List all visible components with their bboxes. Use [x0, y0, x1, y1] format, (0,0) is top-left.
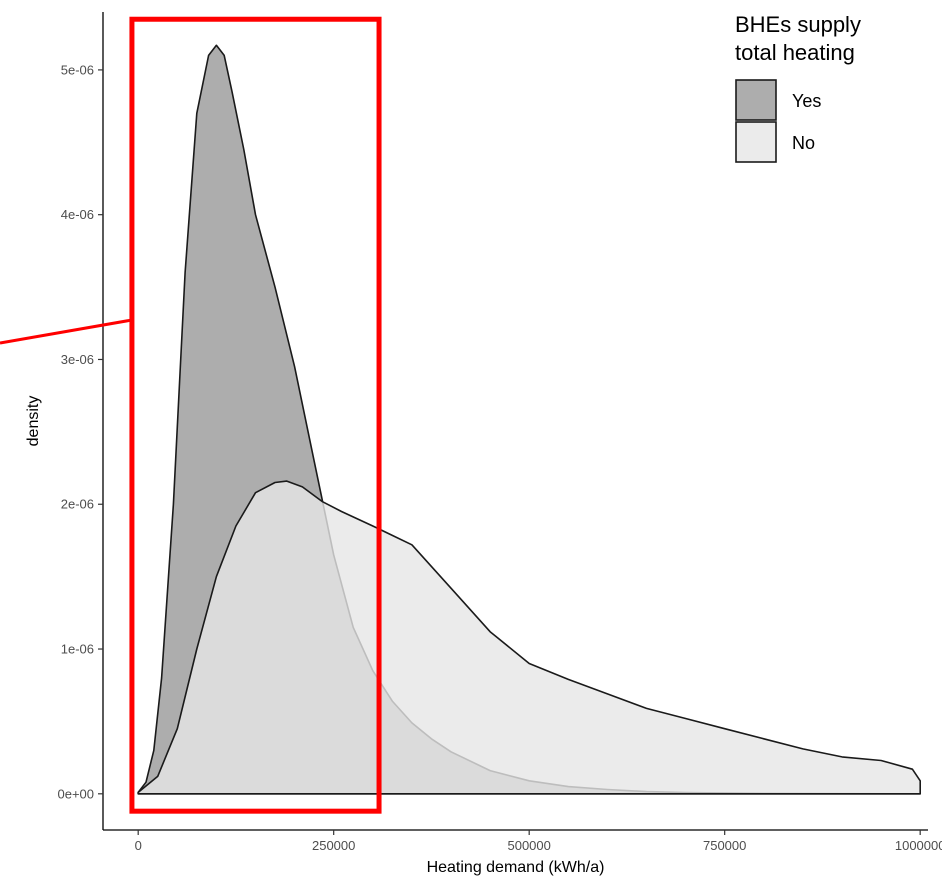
y-tick-label: 1e-06 [61, 642, 94, 657]
plot-area [137, 44, 921, 795]
x-tick-label: 1000000 [895, 838, 942, 853]
annotations [0, 16, 382, 814]
y-tick-label: 5e-06 [61, 62, 94, 77]
axes: 0 250000 500000 750000 1000000 0e+00 1e-06 2e-0… [25, 12, 942, 876]
y-tick-label: 4e-06 [61, 207, 94, 222]
x-tick-label: 750000 [703, 838, 746, 853]
legend: BHEs supply total heating Yes No [735, 12, 861, 163]
legend-label-yes: Yes [792, 91, 821, 111]
y-tick-label: 0e+00 [57, 786, 94, 801]
y-axis-title: density [25, 396, 42, 447]
legend-title-line-1: BHEs supply [735, 12, 861, 37]
legend-key-no [735, 121, 777, 163]
callout-line [0, 318, 133, 345]
y-tick-label: 3e-06 [61, 352, 94, 367]
highlight-rectangle [129, 16, 382, 814]
x-axis-title: Heating demand (kWh/a) [427, 859, 605, 876]
y-tick-label: 2e-06 [61, 497, 94, 512]
x-tick-label: 0 [135, 838, 142, 853]
legend-title-line-2: total heating [735, 40, 855, 65]
x-tick-label: 250000 [312, 838, 355, 853]
density-area-no [137, 480, 921, 795]
legend-key-yes [735, 79, 777, 121]
x-tick-label: 500000 [507, 838, 550, 853]
legend-label-no: No [792, 133, 815, 153]
